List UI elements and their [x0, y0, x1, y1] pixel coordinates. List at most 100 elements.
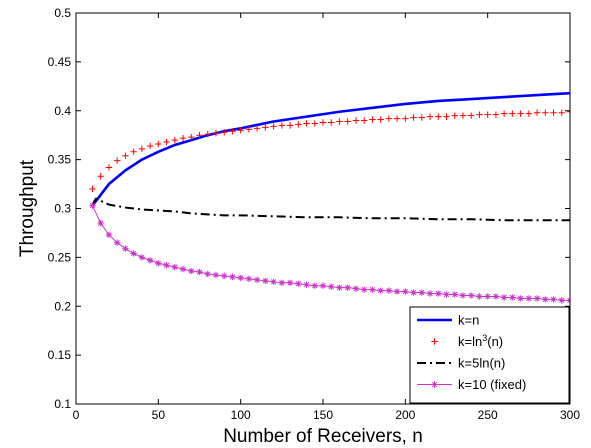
series-1-point-48: [484, 111, 491, 118]
y-tick-label-5: 0.35: [48, 153, 72, 167]
series-1-point-38: [402, 115, 409, 122]
series-3-point-9: [163, 261, 170, 269]
y-tick-label-7: 0.45: [48, 55, 72, 69]
series-1-point-17: [229, 128, 236, 135]
series-2: [91, 197, 570, 222]
series-1-point-36: [385, 115, 393, 122]
series-3-point-20: [253, 276, 261, 284]
y-tick-label-1: 0.15: [48, 348, 72, 362]
series-1-point-25: [295, 121, 302, 128]
series-3-point-21: [262, 277, 269, 285]
legend-item-1: k=ln3(n): [431, 333, 503, 349]
series-1-point-32: [352, 117, 360, 124]
series-3-point-29: [328, 283, 335, 290]
series-3-point-35: [377, 287, 384, 294]
series-3-point-56: [550, 296, 557, 303]
series-3-point-12: [188, 267, 195, 275]
series-3-point-6: [138, 254, 146, 261]
series-1-point-14: [204, 131, 211, 138]
legend-label-tail-1: (n): [487, 334, 503, 349]
series-layer: [89, 91, 570, 304]
series-1-point-30: [336, 118, 343, 125]
series-3-point-17: [229, 273, 236, 281]
y-tick-label-8: 0.5: [54, 6, 71, 20]
series-3-point-7: [146, 257, 154, 264]
legend-label-2: k=5ln(n): [458, 356, 505, 371]
series-3-point-48: [484, 293, 491, 300]
y-tick-label-0: 0.1: [54, 397, 71, 411]
legend-label-0: k=n: [458, 313, 479, 328]
series-3-point-47: [476, 293, 483, 300]
x-axis-label: Number of Receivers, n: [223, 426, 423, 447]
series-1-point-46: [468, 112, 475, 119]
series-3: [89, 202, 570, 304]
x-tick-label-3: 150: [313, 408, 333, 422]
series-3-point-32: [352, 285, 360, 292]
x-tick-label-0: 0: [73, 408, 80, 422]
series-1-point-23: [278, 122, 286, 129]
series-3-point-46: [468, 292, 475, 299]
legend-label-main-2: k=5ln(n): [458, 356, 505, 371]
legend-item-2: k=5ln(n): [417, 356, 505, 371]
series-3-point-57: [558, 297, 565, 304]
series-3-point-2: [105, 231, 113, 239]
legend-marker-1: [431, 338, 438, 345]
legend-label-main-3: k=10 (fixed): [458, 377, 526, 392]
series-3-point-26: [303, 281, 310, 288]
y-tick-label-2: 0.2: [54, 299, 71, 313]
series-3-point-23: [278, 279, 286, 286]
series-3-point-16: [221, 272, 228, 280]
legend-marker-3: [431, 381, 438, 388]
series-3-point-40: [418, 289, 425, 296]
series-1-point-15: [212, 130, 220, 137]
series-1-point-13: [196, 131, 203, 139]
series-1-point-7: [146, 142, 154, 150]
series-3-point-0: [89, 202, 96, 209]
series-3-point-10: [171, 263, 178, 271]
series-3-point-50: [500, 294, 508, 301]
series-1-point-6: [138, 145, 146, 153]
series-1-point-20: [253, 125, 261, 132]
x-tick-label-5: 250: [478, 408, 498, 422]
axes-layer: 0 50 100 150 200 250 300 0.1 0.15 0.2 0.25 0.3 0.35 0…: [48, 6, 581, 422]
series-1-point-58: [566, 108, 570, 115]
series-1-point-9: [163, 138, 170, 146]
series-1-point-51: [509, 110, 516, 117]
series-1-point-10: [171, 136, 178, 144]
series-3-point-11: [179, 265, 187, 273]
series-1-point-37: [393, 115, 401, 122]
series-3-point-43: [443, 291, 450, 298]
series-1: [89, 108, 570, 193]
series-3-point-49: [492, 293, 500, 300]
series-3-point-31: [344, 284, 351, 291]
series-1-point-22: [270, 123, 277, 130]
series-3-point-44: [451, 291, 458, 298]
legend: k=n k=ln3(n) k=5ln(n) k=10 (fixed): [409, 306, 570, 404]
series-3-point-30: [336, 284, 343, 291]
series-1-point-55: [542, 109, 549, 116]
series-1-point-21: [262, 124, 269, 131]
series-1-point-19: [245, 126, 253, 133]
series-line-0: [91, 91, 570, 207]
series-1-point-56: [550, 109, 557, 116]
series-0: [91, 91, 570, 207]
series-3-point-37: [393, 288, 401, 295]
series-1-point-49: [492, 111, 500, 118]
series-3-point-14: [204, 270, 211, 278]
series-3-point-13: [196, 268, 203, 276]
series-3-point-51: [509, 294, 516, 301]
x-tick-label-6: 300: [560, 408, 580, 422]
series-1-point-18: [237, 127, 244, 134]
legend-label-1: k=ln3(n): [458, 333, 503, 349]
series-1-point-11: [179, 134, 187, 142]
series-3-point-45: [459, 292, 467, 299]
series-1-point-57: [558, 109, 565, 116]
series-3-point-54: [533, 295, 541, 302]
series-1-point-53: [525, 110, 533, 117]
series-3-point-22: [270, 278, 277, 286]
series-3-point-55: [542, 296, 549, 303]
series-1-point-52: [517, 110, 524, 117]
series-3-point-19: [245, 275, 253, 283]
series-3-point-25: [295, 280, 302, 287]
